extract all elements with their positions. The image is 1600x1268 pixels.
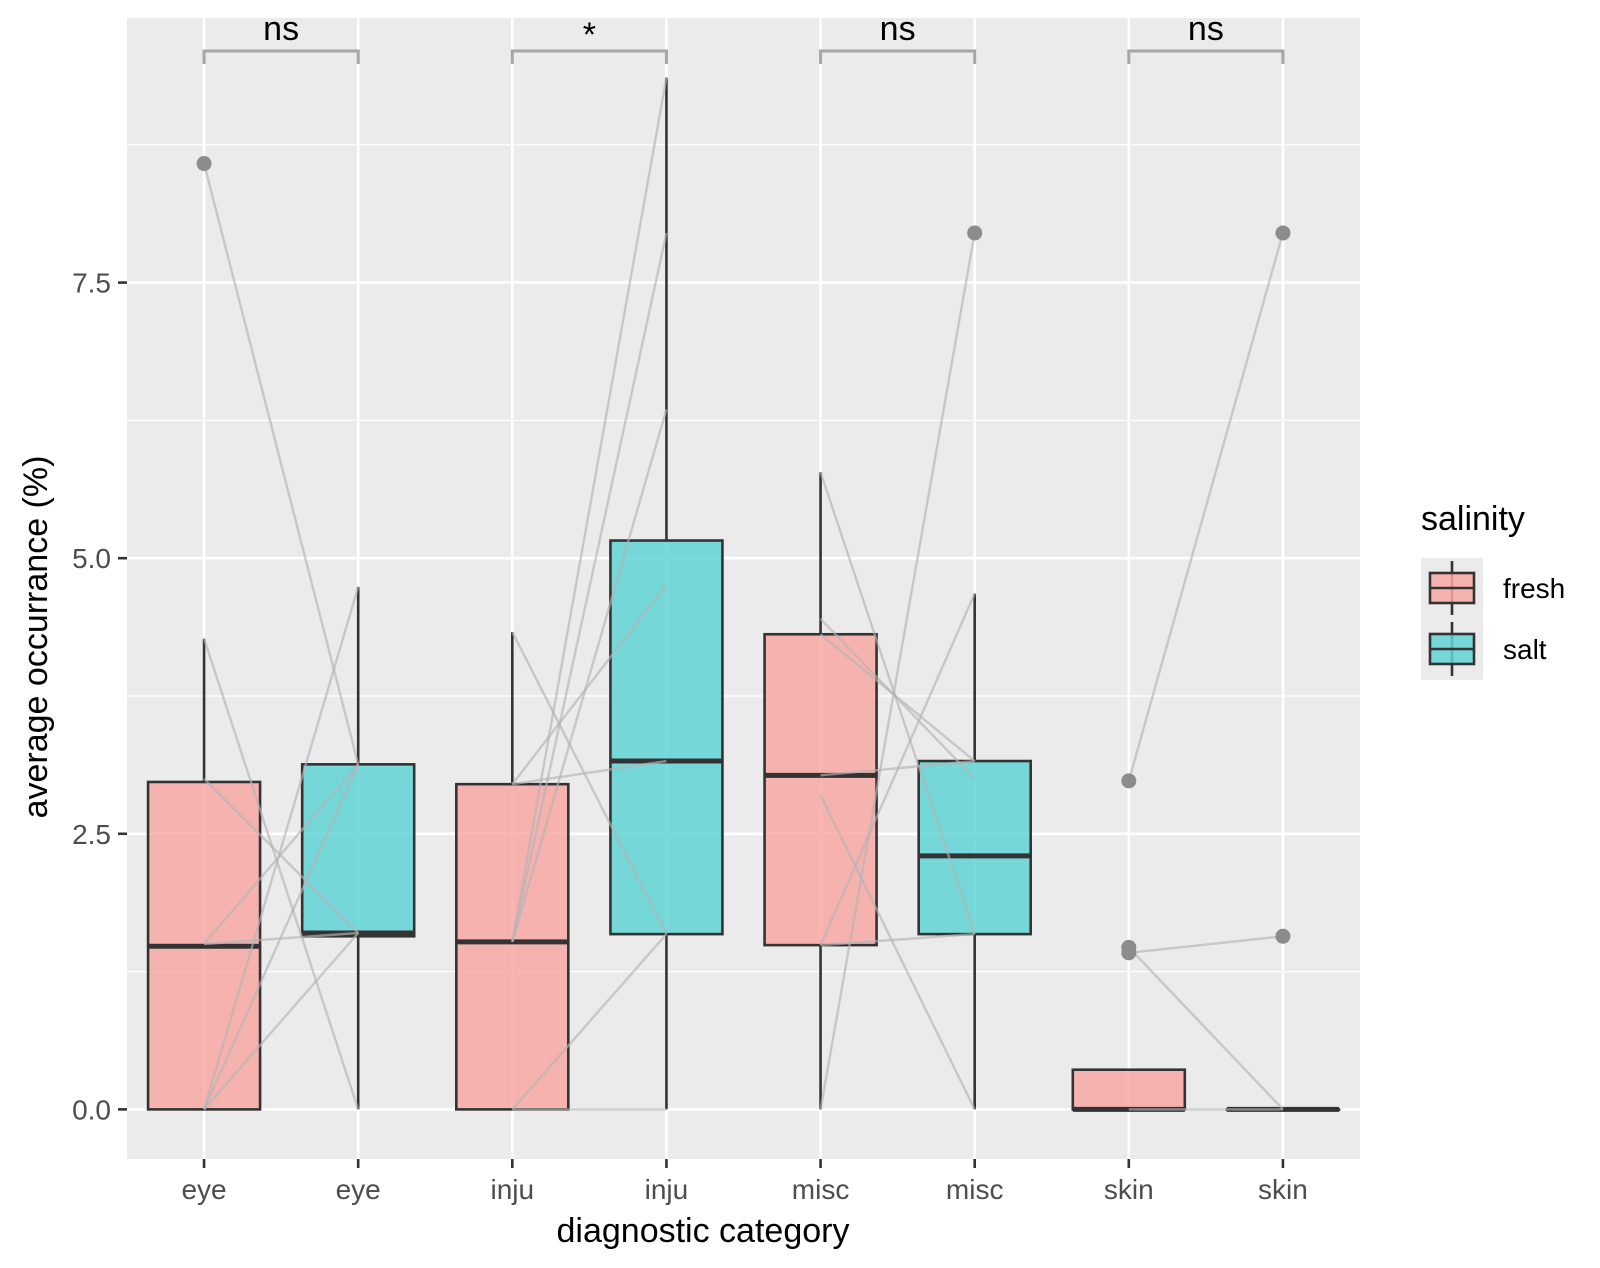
- paired-line-inju: [511, 631, 668, 935]
- box-body: [763, 632, 878, 947]
- bracket-skin: [1127, 49, 1285, 64]
- outlier-point-salt-skin: [1275, 928, 1291, 944]
- box-body: [917, 759, 1032, 936]
- x-tick-label: skin: [1258, 1174, 1308, 1205]
- paired-line-misc: [819, 471, 976, 935]
- outlier-point-fresh-skin: [1121, 945, 1137, 961]
- y-tick-label: 2.5: [72, 819, 111, 850]
- axes: 0.0 2.5 5.0 7.5 eye eye inju inju misc misc skin sk…: [72, 268, 1308, 1205]
- y-tick-label: 7.5: [72, 268, 111, 299]
- x-tick-label: inju: [491, 1174, 535, 1205]
- x-tick-label: misc: [792, 1174, 850, 1205]
- x-tick-label: misc: [946, 1174, 1004, 1205]
- paired-line-inju: [511, 77, 668, 943]
- x-axis-title: diagnostic category: [557, 1212, 850, 1250]
- paired-line-misc: [819, 794, 976, 1110]
- legend-label-salt: salt: [1503, 634, 1547, 665]
- legend-label-fresh: fresh: [1503, 573, 1565, 604]
- paired-line-misc: [820, 932, 975, 947]
- paired-line-skin: [1127, 946, 1284, 1111]
- paired-line-misc: [819, 592, 976, 946]
- bracket-eye: [202, 49, 360, 64]
- y-tick-label: 5.0: [72, 543, 111, 574]
- paired-line-inju: [512, 759, 667, 786]
- x-tick-label: eye: [181, 1174, 226, 1205]
- x-tick-label: inju: [645, 1174, 689, 1205]
- paired-line-eye: [203, 932, 360, 1111]
- paired-line-skin: [1127, 232, 1285, 782]
- box-fresh-skin: [1071, 1068, 1187, 1112]
- box-body: [1071, 1068, 1187, 1111]
- paired-lines: [202, 77, 1285, 1111]
- significance-label-skin: ns: [1188, 10, 1224, 48]
- paired-line-eye: [203, 763, 360, 945]
- outlier-point-salt-misc: [967, 225, 983, 241]
- paired-line-skin: [1128, 935, 1284, 955]
- x-tick-label: eye: [336, 1174, 381, 1205]
- bracket-inju: [510, 49, 668, 64]
- bracket-misc: [819, 49, 977, 64]
- y-tick-label: 0.0: [72, 1094, 111, 1125]
- x-tick-label: skin: [1104, 1174, 1154, 1205]
- box-body: [455, 782, 570, 1111]
- paired-line-inju: [511, 933, 668, 1111]
- paired-line-misc: [819, 633, 976, 762]
- legend-title: salinity: [1421, 500, 1525, 538]
- box-body: [609, 539, 724, 936]
- outlier-point-fresh-skin: [1121, 773, 1137, 789]
- significance-brackets: ns * ns ns: [202, 10, 1285, 64]
- outlier-point-salt-skin: [1275, 225, 1291, 241]
- paired-line-eye: [202, 763, 360, 1110]
- paired-line-eye: [202, 163, 360, 765]
- outlier-point-fresh-eye: [196, 156, 212, 172]
- legend-keys: [1428, 561, 1476, 676]
- significance-label-eye: ns: [263, 10, 299, 48]
- paired-line-eye: [202, 638, 360, 1110]
- paired-line-inju: [511, 583, 668, 785]
- y-axis-title: average occurrance (%): [17, 456, 55, 819]
- box-salt-inju: [609, 77, 724, 1110]
- paired-line-inju: [511, 232, 668, 943]
- paired-line-eye: [202, 586, 360, 1110]
- significance-label-misc: ns: [880, 10, 916, 48]
- outliers: [196, 156, 1291, 961]
- legend: salinity fresh salt: [1421, 500, 1565, 680]
- panel-background: [127, 18, 1360, 1159]
- paired-line-inju: [511, 409, 668, 943]
- paired-line-misc: [819, 232, 976, 1110]
- significance-label-inju: *: [583, 16, 596, 54]
- box-fresh-eye: [146, 638, 262, 1111]
